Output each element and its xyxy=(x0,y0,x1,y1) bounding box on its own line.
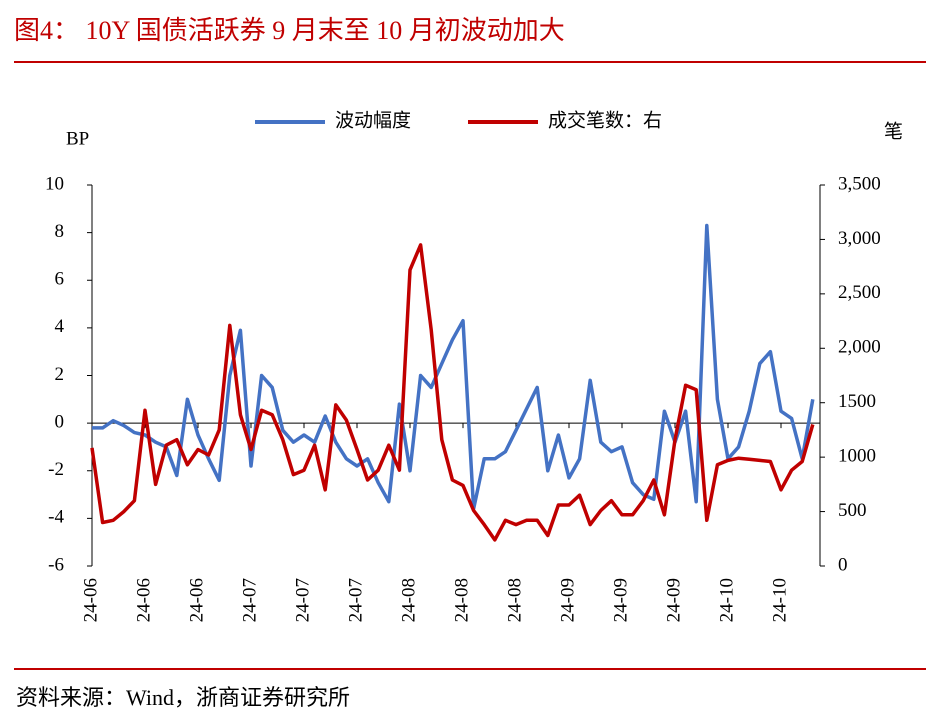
chart-title: 图4： 10Y 国债活跃券 9 月末至 10 月初波动加大 xyxy=(14,16,565,45)
source: 资料来源：Wind，浙商证券研究所 xyxy=(16,685,350,710)
x-tick-label: 24-07 xyxy=(239,578,260,622)
y-tick-label: 2 xyxy=(55,364,65,385)
x-tick-label: 24-09 xyxy=(557,578,578,622)
x-tick-label: 24-06 xyxy=(186,578,207,622)
x-tick-label: 24-07 xyxy=(345,578,366,622)
y-axis-label: BP xyxy=(66,128,89,149)
series-line xyxy=(90,243,815,542)
y-tick-label: 8 xyxy=(55,221,65,242)
series-line xyxy=(92,223,815,511)
x-tick-label: 24-07 xyxy=(292,578,313,622)
legend-label: 波动幅度 xyxy=(335,109,411,131)
y2-tick-label: 2,500 xyxy=(838,282,881,303)
y2-tick-label: 1000 xyxy=(838,446,876,467)
legend-label: 成交笔数：右 xyxy=(548,109,662,131)
y2-tick-label: 3,500 xyxy=(838,173,881,194)
y-tick-label: 4 xyxy=(55,316,65,337)
x-tick-label: 24-09 xyxy=(663,578,684,622)
y2-tick-label: 500 xyxy=(838,500,867,521)
y2-axis-label: 笔 xyxy=(884,120,903,142)
x-tick-label: 24-08 xyxy=(504,578,525,622)
x-tick-label: 24-10 xyxy=(716,578,737,622)
y2-tick-label: 0 xyxy=(838,554,848,575)
y-tick-label: 6 xyxy=(55,269,65,290)
y2-tick-label: 1500 xyxy=(838,391,876,412)
y2-tick-label: 2,000 xyxy=(838,337,881,358)
x-tick-label: 24-06 xyxy=(80,578,101,622)
y-tick-label: -4 xyxy=(48,507,64,528)
y-tick-label: 10 xyxy=(45,173,64,194)
y-tick-label: 0 xyxy=(55,411,65,432)
y2-tick-label: 3,000 xyxy=(838,228,881,249)
x-tick-label: 24-06 xyxy=(133,578,154,622)
x-tick-label: 24-09 xyxy=(610,578,631,622)
x-tick-label: 24-08 xyxy=(451,578,472,622)
y-tick-label: -2 xyxy=(48,459,64,480)
x-tick-label: 24-10 xyxy=(769,578,790,622)
x-tick-label: 24-08 xyxy=(398,578,419,622)
y-tick-label: -6 xyxy=(48,554,64,575)
